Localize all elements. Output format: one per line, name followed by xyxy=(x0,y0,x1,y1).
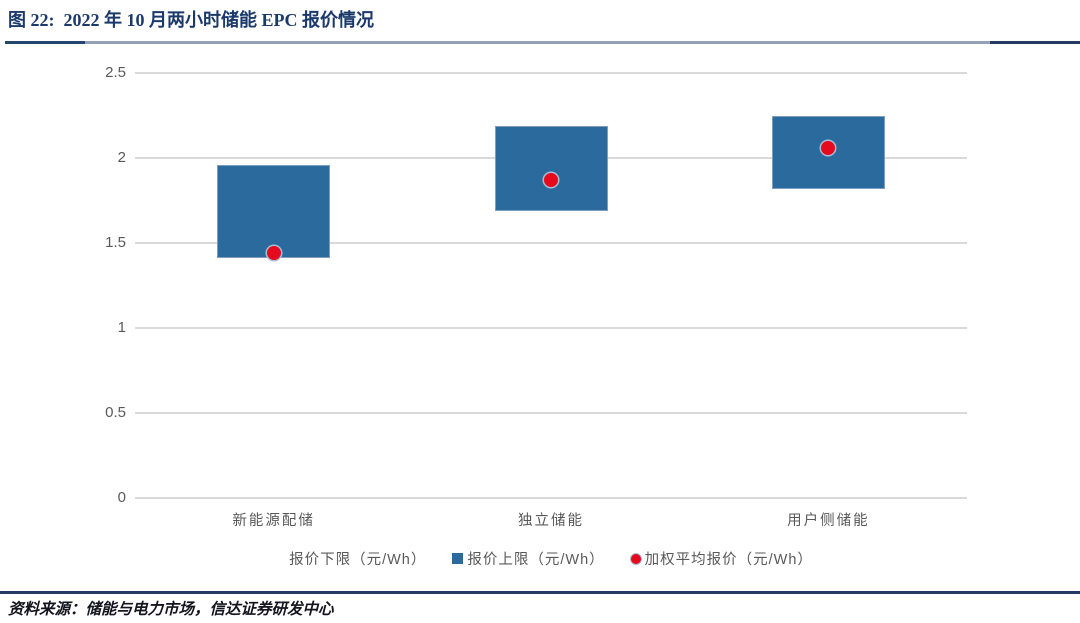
avg-price-dot-1 xyxy=(544,173,558,188)
gridline-y-2.5 xyxy=(135,72,967,74)
x-axis-label-2: 用户侧储能 xyxy=(787,513,870,529)
gridline-y-0.5 xyxy=(135,412,967,414)
range-bar-0 xyxy=(217,164,331,259)
y-axis-label: 2 xyxy=(117,149,126,166)
figure-title: 图 22: 2022 年 10 月两小时储能 EPC 报价情况 xyxy=(8,10,374,30)
gridline-y-0 xyxy=(135,497,967,499)
y-axis-label: 1.5 xyxy=(105,234,126,251)
legend-square-marker-icon xyxy=(452,553,464,564)
y-axis-label: 0.5 xyxy=(105,404,126,421)
gridline-y-1.5 xyxy=(135,242,967,244)
source-note: 资料来源：储能与电力市场，信达证券研发中心 xyxy=(8,599,334,618)
legend-label: 报价下限（元/Wh） xyxy=(289,552,427,568)
legend-item: 报价下限（元/Wh） xyxy=(289,548,426,569)
legend-item: 报价上限（元/Wh） xyxy=(452,548,604,569)
title-divider xyxy=(5,41,1080,44)
y-axis-label: 1 xyxy=(117,319,126,336)
legend-dot-marker-icon xyxy=(630,553,641,564)
legend-label: 加权平均报价（元/Wh） xyxy=(644,552,813,568)
y-axis-label: 2.5 xyxy=(105,64,126,81)
chart-legend: 报价下限（元/Wh） 报价上限（元/Wh） 加权平均报价（元/Wh） xyxy=(135,548,967,569)
legend-item: 加权平均报价（元/Wh） xyxy=(630,548,813,569)
range-bar-1 xyxy=(494,125,608,211)
gridline-y-1 xyxy=(135,327,967,329)
x-axis-label-0: 新能源配储 xyxy=(232,513,315,529)
x-axis-label-1: 独立储能 xyxy=(518,513,584,529)
legend-label: 报价上限（元/Wh） xyxy=(467,552,605,568)
avg-price-dot-2 xyxy=(821,140,836,155)
y-axis-label: 0 xyxy=(117,489,126,506)
footer-divider xyxy=(0,591,1080,594)
avg-price-dot-0 xyxy=(266,246,281,261)
